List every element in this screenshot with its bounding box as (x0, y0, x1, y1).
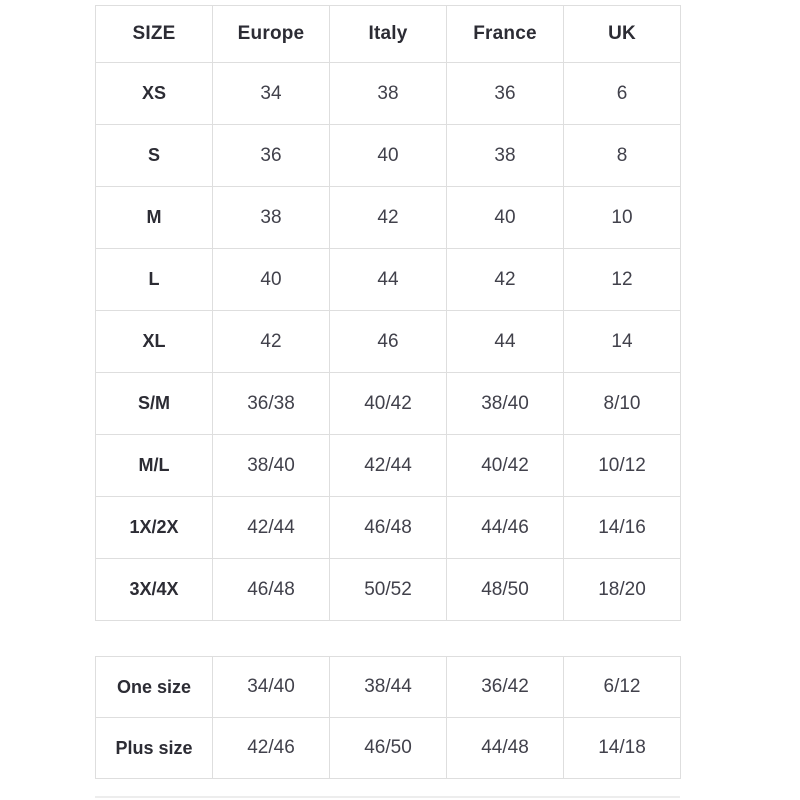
size-label: One size (95, 656, 213, 718)
table-cell: 44/48 (446, 717, 564, 779)
table-cell: 40 (329, 124, 447, 187)
table-row-xs: XS 34 38 36 6 (95, 62, 681, 125)
table-cell: 38/40 (212, 434, 330, 497)
table-cell: 46/48 (212, 558, 330, 621)
table-cell: 40/42 (446, 434, 564, 497)
size-label: 1X/2X (95, 496, 213, 559)
table-cell: 50/52 (329, 558, 447, 621)
table-cell: 46/48 (329, 496, 447, 559)
table-cell: 42/44 (329, 434, 447, 497)
table-cell: 42/44 (212, 496, 330, 559)
table-cell: 34 (212, 62, 330, 125)
table-cell: 14/18 (563, 717, 681, 779)
table-cell: 14/16 (563, 496, 681, 559)
size-conversion-table: SIZE Europe Italy France UK XS 34 38 36 … (95, 5, 681, 621)
cutoff-table-edge (95, 796, 680, 798)
table-cell: 38 (212, 186, 330, 249)
table-cell: 42 (329, 186, 447, 249)
table-row-one-size: One size 34/40 38/44 36/42 6/12 (95, 656, 681, 718)
table-cell: 34/40 (212, 656, 330, 718)
size-conversion-section: SIZE Europe Italy France UK XS 34 38 36 … (95, 5, 681, 779)
table-cell: 6/12 (563, 656, 681, 718)
table-row-l: L 40 44 42 12 (95, 248, 681, 311)
table-cell: 10/12 (563, 434, 681, 497)
table-cell: 38/44 (329, 656, 447, 718)
table-cell: 48/50 (446, 558, 564, 621)
table-cell: 38/40 (446, 372, 564, 435)
table-cell: 44/46 (446, 496, 564, 559)
table-cell: 36 (446, 62, 564, 125)
table-cell: 36/38 (212, 372, 330, 435)
table-cell: 46 (329, 310, 447, 373)
table-row-xl: XL 42 46 44 14 (95, 310, 681, 373)
table-row-1x2x: 1X/2X 42/44 46/48 44/46 14/16 (95, 496, 681, 559)
table-cell: 12 (563, 248, 681, 311)
size-label: Plus size (95, 717, 213, 779)
size-label: XL (95, 310, 213, 373)
column-header-france: France (446, 5, 564, 63)
column-header-europe: Europe (212, 5, 330, 63)
table-row-sm: S/M 36/38 40/42 38/40 8/10 (95, 372, 681, 435)
table-cell: 42/46 (212, 717, 330, 779)
table-cell: 10 (563, 186, 681, 249)
table-cell: 40/42 (329, 372, 447, 435)
table-cell: 46/50 (329, 717, 447, 779)
table-row-s: S 36 40 38 8 (95, 124, 681, 187)
table-cell: 18/20 (563, 558, 681, 621)
size-label: S/M (95, 372, 213, 435)
table-row-ml: M/L 38/40 42/44 40/42 10/12 (95, 434, 681, 497)
table-cell: 44 (446, 310, 564, 373)
table-cell: 36 (212, 124, 330, 187)
column-header-uk: UK (563, 5, 681, 63)
table-cell: 36/42 (446, 656, 564, 718)
size-label: S (95, 124, 213, 187)
table-row-3x4x: 3X/4X 46/48 50/52 48/50 18/20 (95, 558, 681, 621)
table-cell: 38 (329, 62, 447, 125)
table-cell: 8/10 (563, 372, 681, 435)
table-cell: 40 (212, 248, 330, 311)
table-cell: 14 (563, 310, 681, 373)
column-header-italy: Italy (329, 5, 447, 63)
header-row: SIZE Europe Italy France UK (95, 5, 681, 63)
special-sizes-table: One size 34/40 38/44 36/42 6/12 Plus siz… (95, 656, 681, 779)
table-cell: 8 (563, 124, 681, 187)
size-label: L (95, 248, 213, 311)
table-cell: 42 (446, 248, 564, 311)
table-row-m: M 38 42 40 10 (95, 186, 681, 249)
table-cell: 38 (446, 124, 564, 187)
size-label: XS (95, 62, 213, 125)
table-cell: 44 (329, 248, 447, 311)
table-cell: 42 (212, 310, 330, 373)
table-cell: 6 (563, 62, 681, 125)
table-row-plus-size: Plus size 42/46 46/50 44/48 14/18 (95, 717, 681, 779)
size-label: M (95, 186, 213, 249)
size-label: M/L (95, 434, 213, 497)
column-header-size: SIZE (95, 5, 213, 63)
table-cell: 40 (446, 186, 564, 249)
size-label: 3X/4X (95, 558, 213, 621)
